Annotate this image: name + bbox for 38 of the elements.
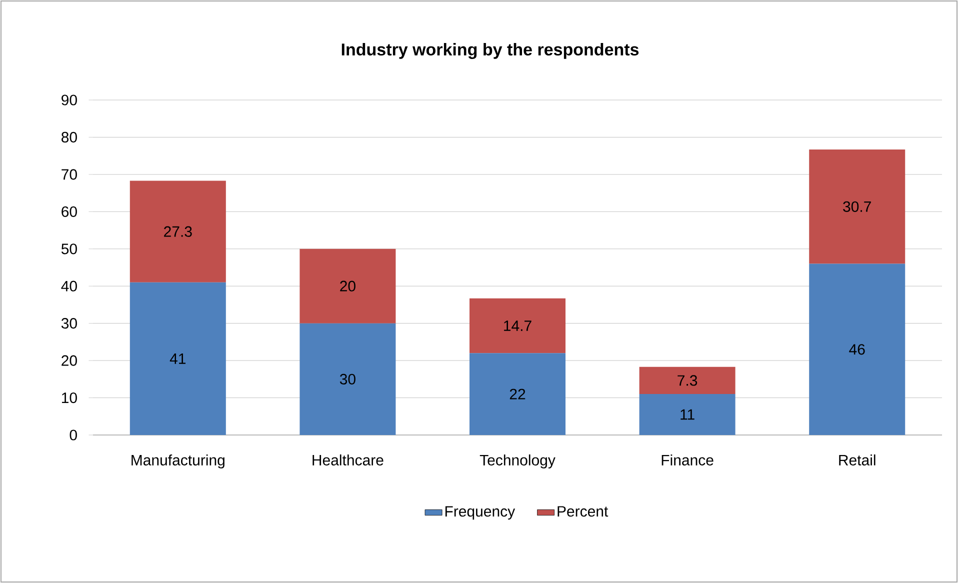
y-tick-label: 90	[62, 94, 77, 106]
bar	[300, 248, 396, 324]
data-label: 11	[680, 409, 694, 420]
bar	[809, 264, 906, 435]
bar	[130, 282, 226, 435]
y-tick-label: 50	[61, 244, 77, 254]
y-tick-label: 0	[70, 430, 77, 440]
y-tick-label: 40	[61, 280, 77, 292]
data-label: 27.3	[164, 226, 192, 237]
y-tick-label: 70	[62, 169, 77, 180]
bar	[470, 298, 566, 354]
data-label: 14.7	[504, 320, 532, 331]
data-label: 20	[340, 280, 356, 292]
y-tick-label: 20	[62, 355, 77, 366]
legend-label: Percent	[558, 506, 608, 517]
y-tick-label: 10	[62, 392, 77, 404]
y-tick-label: 60	[62, 206, 77, 217]
x-tick-label: Retail	[839, 454, 876, 466]
x-tick-label: Technology	[480, 454, 556, 468]
bar	[639, 394, 736, 435]
bar	[809, 150, 906, 264]
data-label: 22	[510, 388, 526, 400]
chart-title: Industry working by the respondents	[342, 43, 639, 59]
data-label: 30	[340, 374, 356, 384]
bar	[639, 366, 736, 394]
x-tick-label: Healthcare	[312, 454, 384, 466]
x-tick-label: Manufacturing	[132, 454, 224, 468]
x-tick-label: Finance	[662, 454, 714, 466]
bar	[470, 353, 566, 435]
y-tick-label: 30	[61, 318, 77, 329]
data-label: 41	[170, 354, 186, 364]
data-label: 7.3	[678, 375, 698, 386]
y-tick-label: 80	[62, 132, 77, 143]
bar	[130, 180, 226, 282]
legend-label: Frequency	[445, 506, 516, 520]
data-label: 46	[849, 344, 865, 355]
bar	[300, 323, 396, 435]
data-label: 30.7	[843, 201, 871, 212]
